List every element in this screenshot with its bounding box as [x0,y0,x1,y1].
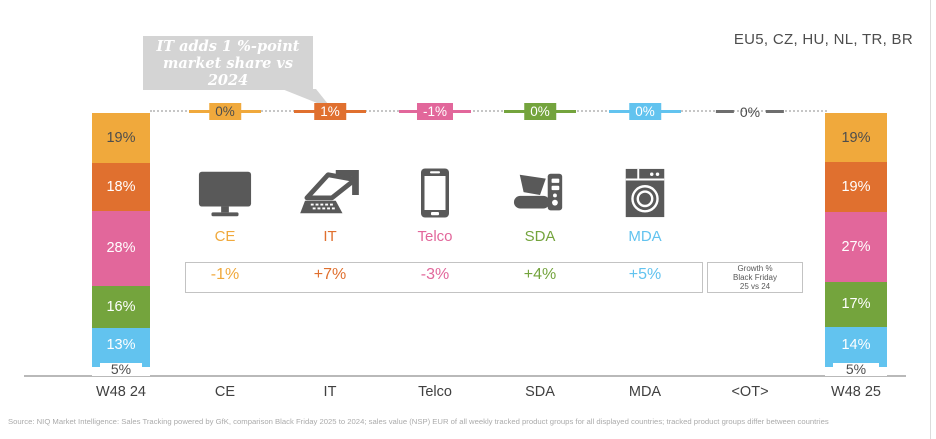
category-column-ce: CE [170,167,280,245]
callout-bubble: IT adds 1 %-point market share vs 2024 [143,36,313,90]
x-axis-label-7: W48 25 [831,384,881,400]
bar-segment-ce: 19% [825,113,887,163]
x-axis-label-6: <OT> [731,384,769,400]
growth-legend-line1: Growth % [737,264,773,273]
washing-machine-icon [623,167,667,219]
bar-segment-mda: 13% [92,328,150,363]
callout-line1: IT adds 1 %-point [156,37,300,55]
growth-value-sda: +4% [523,266,557,283]
source-note: Source: NIQ Market Intelligence: Sales T… [8,417,829,426]
bar-segment-it: 18% [92,163,150,212]
share-change-badge-ce: 0% [209,103,241,120]
bar-segment-sda: 16% [92,285,150,329]
bar-segment-ot: 5% [92,361,150,377]
x-axis-label-0: W48 24 [96,384,146,400]
x-axis-label-1: CE [214,384,236,400]
ot-dash-right [766,110,785,113]
category-column-telco: Telco [380,167,490,245]
bar-segment-ce: 19% [92,113,150,164]
category-column-it: IT [275,167,385,245]
region-label: EU5, CZ, HU, NL, TR, BR [733,31,913,48]
bar-segment-it: 19% [825,162,887,212]
category-column-sda: SDA [485,167,595,245]
bar-segment-telco: 28% [92,211,150,286]
share-change-badge-it: 1% [314,103,346,120]
monitor-icon [197,167,253,219]
bar-segment-sda: 17% [825,282,887,327]
category-label-mda: MDA [628,228,662,245]
share-change-marker-ot: 0% [715,103,785,120]
callout-line2: market share vs 2024 [163,54,293,89]
segment-notch-right [879,362,887,367]
share-change-badge-sda: 0% [524,103,556,120]
share-change-badge-mda: 0% [629,103,661,120]
laptop-icon [299,167,361,219]
category-label-it: IT [323,228,337,245]
category-label-sda: SDA [524,228,556,245]
growth-legend-line3: 25 vs 24 [739,282,771,291]
growth-values-box [185,262,703,293]
bar-w48-24: 19% 18% 28% 16% 13% 5% [92,113,150,377]
x-axis-line [24,375,906,377]
bar-segment-telco: 27% [825,211,887,283]
x-axis-label-5: MDA [628,384,662,400]
category-column-mda: MDA [590,167,700,245]
growth-value-ce: -1% [210,266,240,283]
bar-segment-ot: 5% [825,361,887,377]
category-label-telco: Telco [417,228,453,245]
segment-notch-right [142,362,150,367]
small-appliance-icon [513,167,567,219]
segment-notch-left [92,362,100,367]
ot-dash-left [715,110,734,113]
smartphone-icon [419,167,451,219]
share-change-badge-telco: -1% [416,103,454,120]
bar-segment-mda: 14% [825,326,887,363]
growth-value-telco: -3% [420,266,450,283]
share-change-connector-line [150,110,827,112]
x-axis-label-2: IT [323,384,337,400]
window-edge-divider [930,0,931,439]
growth-legend-box: Growth % Black Friday 25 vs 24 [707,262,803,293]
growth-legend-line2: Black Friday [732,273,777,282]
segment-notch-left [825,362,833,367]
bar-w48-25: 19% 19% 27% 17% 14% 5% [825,113,887,377]
x-axis-label-3: Telco [418,384,452,400]
category-label-ce: CE [214,228,236,245]
growth-value-it: +7% [313,266,347,283]
growth-value-mda: +5% [628,266,662,283]
x-axis-label-4: SDA [525,384,555,400]
share-change-value-ot: 0% [739,103,761,120]
